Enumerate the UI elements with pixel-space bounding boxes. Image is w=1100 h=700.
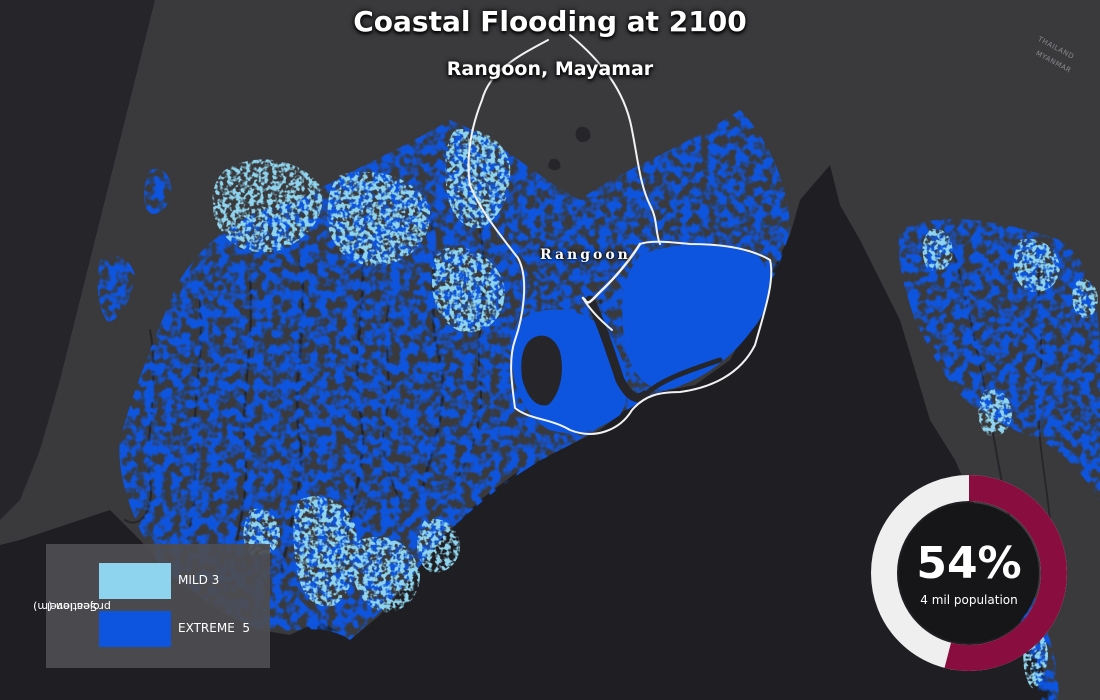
lake: [575, 126, 591, 143]
admin-boundary: [467, 34, 773, 435]
legend-value-extreme: 5: [242, 621, 251, 635]
map-subtitle: Rangoon, Mayamar: [446, 58, 654, 80]
legend-label-mild: MILD 3: [178, 573, 219, 587]
legend-label-extreme: EXTREME 5: [178, 621, 250, 635]
city-label: Rangoon: [540, 247, 631, 263]
inland-water: [521, 126, 591, 406]
legend: Sea level projection (m) MILD 3 EXTREME 5: [33, 544, 270, 668]
donut-center: [899, 503, 1039, 643]
donut-ring: [871, 475, 1067, 671]
donut-affected-arc: [871, 475, 1067, 671]
legend-swatch-mild: [99, 563, 171, 599]
dark-sliver: [0, 0, 155, 520]
lake: [548, 158, 561, 171]
legend-swatch-extreme: [99, 611, 171, 647]
donut-percent: 54%: [916, 538, 1022, 589]
lake: [521, 335, 562, 406]
legend-label-mild-text: MILD: [178, 573, 208, 587]
population-donut: 54% 4 mil population: [870, 474, 1068, 672]
map-title: Coastal Flooding at 2100: [353, 5, 747, 38]
legend-value-mild: 3: [211, 573, 220, 587]
legend-heading: Sea level projection (m): [33, 552, 111, 660]
legend-label-extreme-text: EXTREME: [178, 621, 235, 635]
donut-caption: 4 mil population: [920, 593, 1018, 607]
